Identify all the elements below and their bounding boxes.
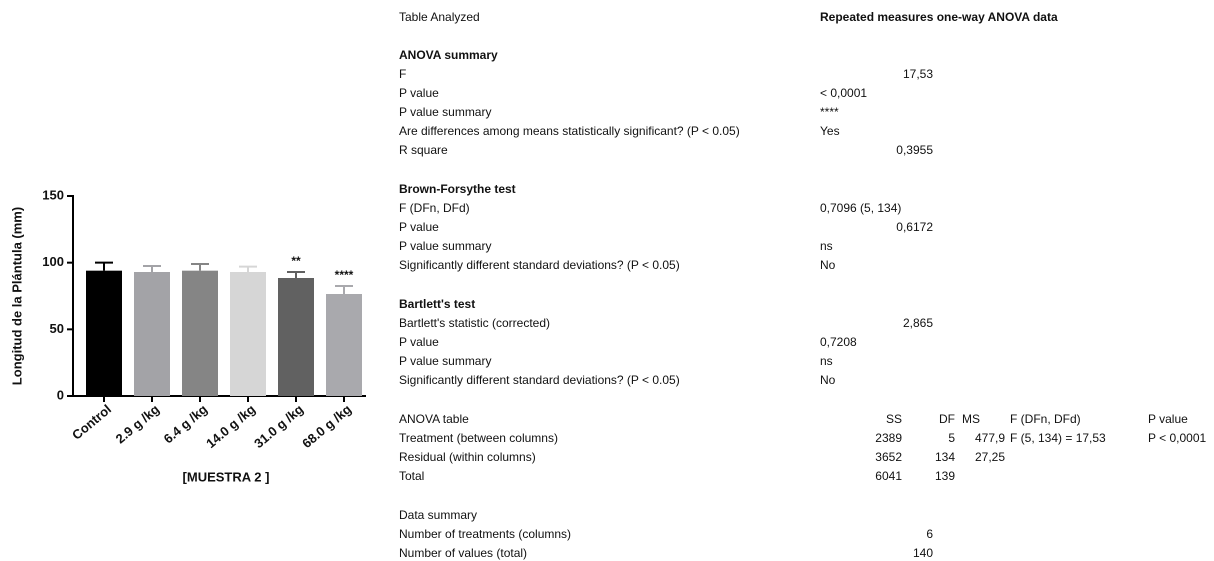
row-value: Repeated measures one-way ANOVA data <box>820 10 1058 24</box>
row-label: Table Analyzed <box>399 10 480 24</box>
row-label: P value <box>399 86 439 100</box>
row-label: Are differences among means statisticall… <box>399 124 740 138</box>
section-heading: Brown-Forsythe test <box>399 182 516 196</box>
row-value: ns <box>820 354 833 368</box>
y-tick-label: 150 <box>42 187 64 202</box>
x-tick-label: 31.0 g /kg <box>251 401 306 451</box>
x-tick-label: 2.9 g /kg <box>113 401 163 446</box>
table-header: P value <box>1148 412 1188 426</box>
row-label: Number of treatments (columns) <box>399 527 571 541</box>
row-label: Significantly different standard deviati… <box>399 258 680 272</box>
row-value: 17,53 <box>903 67 933 81</box>
row-label: P value summary <box>399 239 491 253</box>
row-label: F <box>399 67 406 81</box>
row-value: **** <box>820 105 839 119</box>
row-label: P value summary <box>399 354 491 368</box>
row-label: P value <box>399 335 439 349</box>
row-value: ns <box>820 239 833 253</box>
row-label: P value <box>399 220 439 234</box>
table-header: DF <box>939 412 955 426</box>
row-label: Number of values (total) <box>399 546 527 560</box>
row-label: Bartlett's statistic (corrected) <box>399 316 550 330</box>
row-value: 2389 <box>875 431 902 445</box>
y-tick-label: 100 <box>42 254 64 269</box>
row-label: P value summary <box>399 105 491 119</box>
row-value: 0,3955 <box>896 143 933 157</box>
row-label: Residual (within columns) <box>399 450 536 464</box>
row-value: 27,25 <box>975 450 1005 464</box>
table-header: SS <box>886 412 902 426</box>
row-value: No <box>820 373 836 387</box>
y-tick-label: 0 <box>57 387 64 402</box>
section-heading: ANOVA summary <box>399 48 498 62</box>
bar <box>278 278 314 396</box>
section-heading: Bartlett's test <box>399 297 475 311</box>
row-value: 5 <box>948 431 955 445</box>
y-axis-title: Longitud de la Plántula (mm) <box>9 207 24 385</box>
row-value: 139 <box>935 469 955 483</box>
section-heading: Data summary <box>399 508 477 522</box>
row-value: Yes <box>820 124 840 138</box>
bar <box>182 270 218 396</box>
row-value: 134 <box>935 450 955 464</box>
significance-label: ** <box>291 254 301 268</box>
bar <box>230 272 266 396</box>
row-value: 6 <box>926 527 933 541</box>
x-tick-label: 14.0 g /kg <box>203 401 258 451</box>
row-label: R square <box>399 143 448 157</box>
x-tick-label: Control <box>69 401 114 442</box>
table-header: ANOVA table <box>399 412 469 426</box>
bar <box>86 270 122 396</box>
row-value: F (5, 134) = 17,53 <box>1010 431 1106 445</box>
row-value: 477,9 <box>975 431 1005 445</box>
x-axis-title: [MUESTRA 2 ] <box>183 469 270 484</box>
row-value: 2,865 <box>903 316 933 330</box>
row-label: Treatment (between columns) <box>399 431 558 445</box>
row-value: 0,7096 (5, 134) <box>820 201 901 215</box>
row-label: Total <box>399 469 424 483</box>
row-value: 3652 <box>875 450 902 464</box>
bar <box>326 294 362 396</box>
x-tick-label: 68.0 g /kg <box>299 401 354 451</box>
row-value: < 0,0001 <box>820 86 867 100</box>
row-value: 140 <box>913 546 933 560</box>
significance-label: **** <box>335 268 354 282</box>
row-value: 6041 <box>875 469 902 483</box>
row-label: Significantly different standard deviati… <box>399 373 680 387</box>
y-tick-label: 50 <box>50 321 64 336</box>
table-header: F (DFn, DFd) <box>1010 412 1081 426</box>
bar <box>134 272 170 396</box>
row-value: P < 0,0001 <box>1148 431 1206 445</box>
row-value: 0,6172 <box>896 220 933 234</box>
row-label: F (DFn, DFd) <box>399 201 470 215</box>
row-value: No <box>820 258 836 272</box>
table-header: MS <box>962 412 980 426</box>
row-value: 0,7208 <box>820 335 857 349</box>
